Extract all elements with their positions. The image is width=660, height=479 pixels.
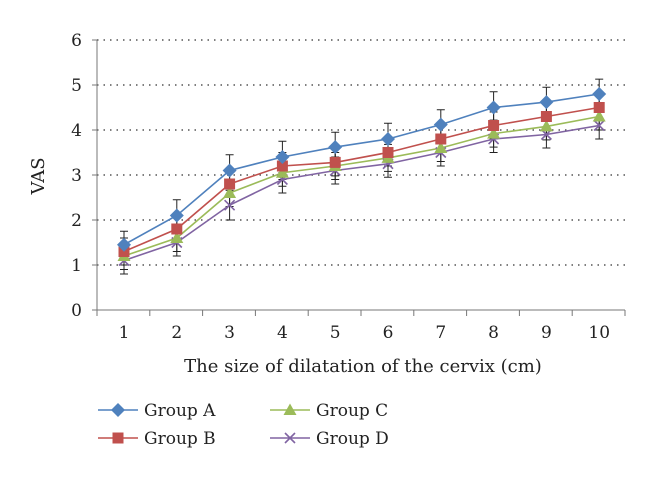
- group-c-point: [592, 110, 606, 122]
- group-a-point: [592, 87, 607, 101]
- series-markers: [117, 87, 607, 267]
- y-tick-label: 0: [71, 301, 82, 321]
- legend: Group A Group B Group C Group D: [98, 401, 389, 449]
- group-b-point: [593, 102, 605, 113]
- group-a-point: [381, 132, 395, 146]
- group-a-point: [222, 163, 237, 178]
- group-a-point: [169, 208, 184, 223]
- group-b-point: [382, 147, 394, 158]
- group-b-point: [329, 156, 341, 168]
- group-c-point: [170, 231, 184, 243]
- group-a-point: [486, 100, 501, 115]
- y-tick-label: 4: [71, 121, 82, 141]
- legend-label: Group D: [316, 429, 389, 449]
- x-tick-label: 2: [171, 323, 182, 343]
- group-b-point: [488, 120, 500, 131]
- series-lines: [123, 93, 600, 262]
- y-axis-ticks: 0 1 2 3 4 5 6: [71, 31, 97, 321]
- y-tick-label: 1: [71, 256, 82, 276]
- x-tick-label: 5: [330, 323, 341, 343]
- group-b-line: [123, 106, 600, 253]
- legend-item-group-d: Group D: [270, 429, 389, 449]
- group-c-line: [123, 115, 600, 257]
- group-b-point: [540, 111, 552, 122]
- group-a-point: [275, 150, 290, 164]
- x-tick-label: 8: [488, 323, 499, 343]
- group-b-point: [224, 178, 236, 190]
- x-marker-stroke: [224, 199, 236, 211]
- group-a-point: [117, 237, 131, 252]
- group-c-point: [275, 166, 289, 178]
- group-b-point: [171, 223, 183, 235]
- legend-label: Group B: [144, 429, 216, 449]
- group-d-point: [224, 199, 236, 211]
- x-tick-label: 9: [541, 323, 552, 343]
- y-axis-title: VAS: [28, 157, 49, 195]
- x-marker-stroke: [284, 432, 296, 444]
- x-tick-label: 1: [119, 323, 130, 343]
- group-a-point: [328, 140, 343, 155]
- group-b-point: [435, 133, 447, 145]
- x-marker-stroke: [593, 119, 605, 132]
- group-c-point: [434, 141, 448, 153]
- y-tick-label: 3: [71, 166, 82, 186]
- x-tick-label: 10: [588, 323, 610, 343]
- legend-label: Group C: [316, 401, 388, 421]
- group-a-point: [539, 95, 554, 110]
- legend-marker: [112, 432, 124, 444]
- y-tick-label: 2: [71, 211, 82, 231]
- group-b-point: [276, 160, 288, 172]
- legend-marker: [284, 432, 296, 444]
- legend-label: Group A: [144, 401, 216, 421]
- x-tick-label: 6: [383, 323, 394, 343]
- x-axis-ticks: 1 2 3 4 5 6 7 8 9 10: [96, 310, 626, 343]
- x-tick-label: 7: [435, 323, 446, 343]
- group-c-point: [487, 127, 501, 139]
- y-tick-label: 5: [71, 76, 82, 96]
- x-axis-title: The size of dilatation of the cervix (cm…: [184, 356, 542, 377]
- legend-item-group-b: Group B: [98, 429, 216, 449]
- group-c-point: [223, 186, 237, 198]
- group-c-point: [539, 119, 553, 132]
- x-tick-label: 4: [277, 323, 288, 343]
- legend-marker: [111, 403, 125, 417]
- group-d-point: [593, 119, 605, 132]
- x-tick-label: 3: [224, 323, 235, 343]
- y-tick-label: 6: [71, 31, 82, 51]
- group-a-point: [433, 117, 448, 132]
- legend-item-group-a: Group A: [98, 401, 216, 421]
- error-bars: [120, 78, 604, 275]
- legend-item-group-c: Group C: [270, 401, 388, 421]
- group-a-line: [123, 93, 600, 246]
- legend-marker: [283, 403, 297, 415]
- group-d-line: [123, 124, 600, 262]
